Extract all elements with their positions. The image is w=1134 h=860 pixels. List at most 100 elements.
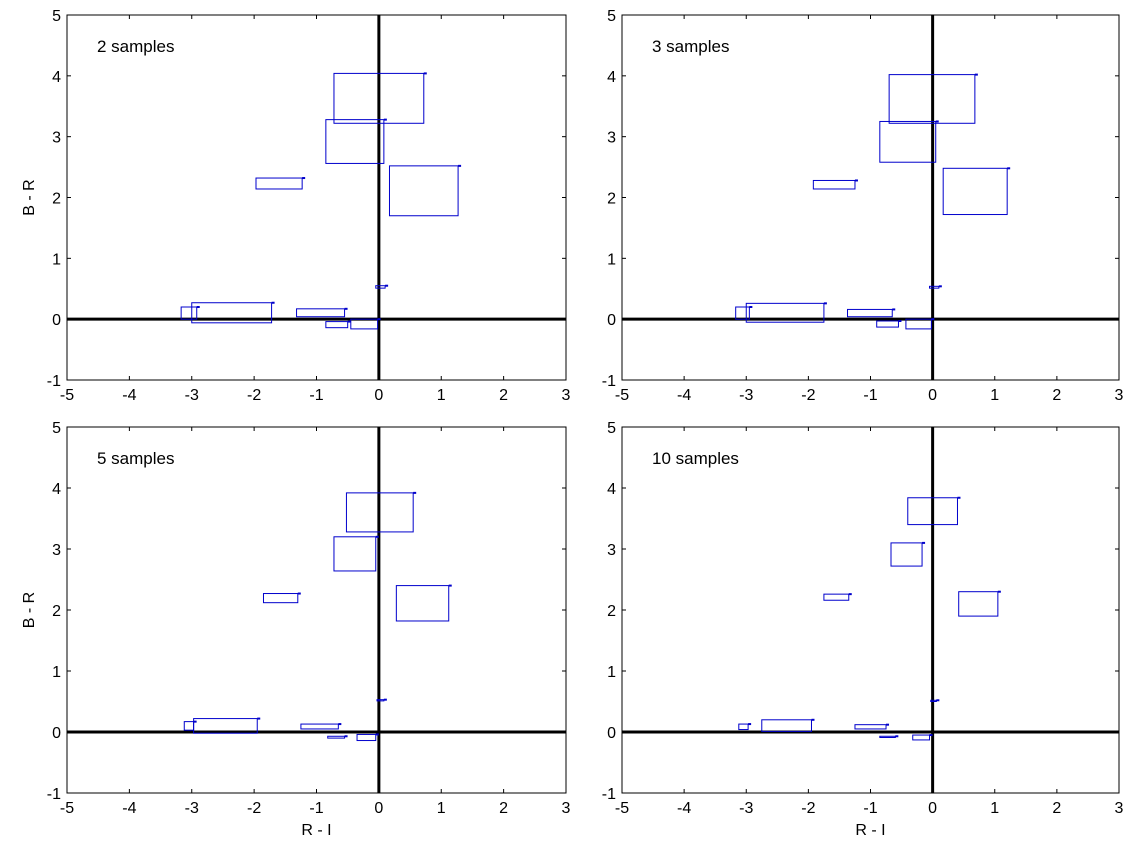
y-tick-label: 2	[607, 191, 616, 208]
data-box-5	[761, 719, 812, 732]
data-box-4	[738, 723, 749, 731]
x-tick-label: 0	[374, 387, 383, 404]
x-tick-label: -5	[615, 800, 629, 817]
y-tick-label: 2	[52, 191, 61, 208]
y-tick-label: 4	[52, 69, 61, 86]
y-tick-label: 3	[52, 130, 61, 147]
x-tick-label: -1	[309, 800, 323, 817]
data-box-0	[888, 74, 976, 124]
y-tick-label: 1	[607, 251, 616, 268]
chart-panel-2: -5 -4 -3 -2 -1 0 1 2 3 -1 0 1 2 3 4 5 5 samples R - I B - …	[21, 420, 571, 839]
data-box-0	[907, 497, 958, 526]
data-box-2	[942, 167, 1008, 216]
data-box-3	[823, 593, 850, 601]
y-tick-label: 3	[607, 542, 616, 559]
x-tick-label: 3	[562, 387, 571, 404]
y-tick-label: 0	[52, 312, 61, 329]
y-axis-label: B - R	[21, 592, 38, 628]
data-box-1	[325, 119, 385, 164]
y-tick-label: 0	[52, 725, 61, 742]
data-box-1	[890, 542, 923, 567]
x-tick-label: -4	[122, 800, 136, 817]
data-box-8	[350, 318, 379, 330]
y-tick-label: 5	[52, 420, 61, 437]
y-tick-label: 5	[607, 8, 616, 25]
chart-panel-3: -5 -4 -3 -2 -1 0 1 2 3 -1 0 1 2 3 4 5 10 samples R - I	[602, 420, 1124, 839]
x-tick-label: 1	[990, 387, 999, 404]
y-tick-label: 4	[607, 481, 616, 498]
x-tick-label: -1	[309, 387, 323, 404]
panel-title: 3 samples	[652, 37, 729, 56]
y-tick-label: 4	[52, 481, 61, 498]
data-box-9	[375, 285, 386, 289]
plot-area	[621, 14, 1120, 381]
x-tick-label: -4	[677, 387, 691, 404]
y-tick-label: -1	[47, 786, 61, 803]
data-box-3	[262, 593, 299, 604]
data-box-8	[356, 733, 377, 742]
x-tick-label: -3	[185, 387, 199, 404]
y-tick-label: 5	[52, 8, 61, 25]
data-box-1	[333, 536, 377, 572]
y-axis-label: B - R	[21, 179, 38, 215]
y-tick-label: -1	[602, 786, 616, 803]
x-tick-label: 0	[928, 800, 937, 817]
data-box-8	[912, 734, 931, 741]
x-tick-label: -2	[247, 387, 261, 404]
data-box-7	[325, 321, 349, 329]
y-tick-label: 0	[607, 725, 616, 742]
panel-title: 10 samples	[652, 449, 739, 468]
x-tick-label: 0	[928, 387, 937, 404]
data-box-6	[296, 308, 346, 318]
x-tick-label: -3	[739, 387, 753, 404]
x-axis-label: R - I	[855, 822, 885, 839]
data-box-6	[847, 308, 893, 318]
plot-area	[621, 426, 1120, 794]
x-tick-label: -5	[615, 387, 629, 404]
y-tick-label: 1	[607, 664, 616, 681]
y-tick-label: 0	[607, 312, 616, 329]
y-tick-label: 2	[52, 603, 61, 620]
data-box-7	[876, 320, 899, 328]
plot-area	[66, 14, 567, 381]
data-box-0	[333, 72, 425, 124]
data-box-6	[300, 723, 339, 730]
y-tick-label: 3	[52, 542, 61, 559]
x-tick-label: 2	[1052, 800, 1061, 817]
data-box-5	[193, 718, 258, 734]
data-box-2	[388, 165, 459, 217]
y-tick-label: 1	[52, 251, 61, 268]
data-box-1	[879, 120, 937, 163]
x-tick-label: 1	[437, 800, 446, 817]
x-tick-label: -2	[801, 800, 815, 817]
plot-area	[66, 426, 567, 794]
x-tick-label: -5	[60, 387, 74, 404]
x-tick-label: -4	[677, 800, 691, 817]
y-tick-label: 5	[607, 420, 616, 437]
x-tick-label: -2	[801, 387, 815, 404]
data-box-6	[854, 724, 887, 730]
x-tick-label: -4	[122, 387, 136, 404]
y-tick-label: 3	[607, 130, 616, 147]
data-box-2	[958, 591, 999, 617]
x-axis-label: R - I	[301, 822, 331, 839]
data-box-9	[929, 285, 940, 289]
x-tick-label: 2	[1052, 387, 1061, 404]
x-tick-label: 2	[499, 387, 508, 404]
y-tick-label: 1	[52, 664, 61, 681]
data-box-8	[905, 318, 932, 330]
data-box-0	[345, 492, 414, 533]
data-box-4	[735, 306, 750, 320]
x-tick-label: 3	[1115, 387, 1124, 404]
x-tick-label: -1	[863, 800, 877, 817]
chart-panel-0: -5 -4 -3 -2 -1 0 1 2 3 -1 0 1 2 3 4 5 2 samples B - R	[21, 8, 571, 404]
x-tick-label: 3	[562, 800, 571, 817]
x-tick-label: -2	[247, 800, 261, 817]
data-box-5	[191, 302, 273, 324]
x-tick-label: 1	[990, 800, 999, 817]
x-tick-label: -1	[863, 387, 877, 404]
y-tick-label: 2	[607, 603, 616, 620]
chart-panel-1: -5 -4 -3 -2 -1 0 1 2 3 -1 0 1 2 3 4 5 3 samples	[602, 8, 1124, 404]
data-box-2	[395, 585, 450, 622]
y-tick-label: -1	[47, 373, 61, 390]
